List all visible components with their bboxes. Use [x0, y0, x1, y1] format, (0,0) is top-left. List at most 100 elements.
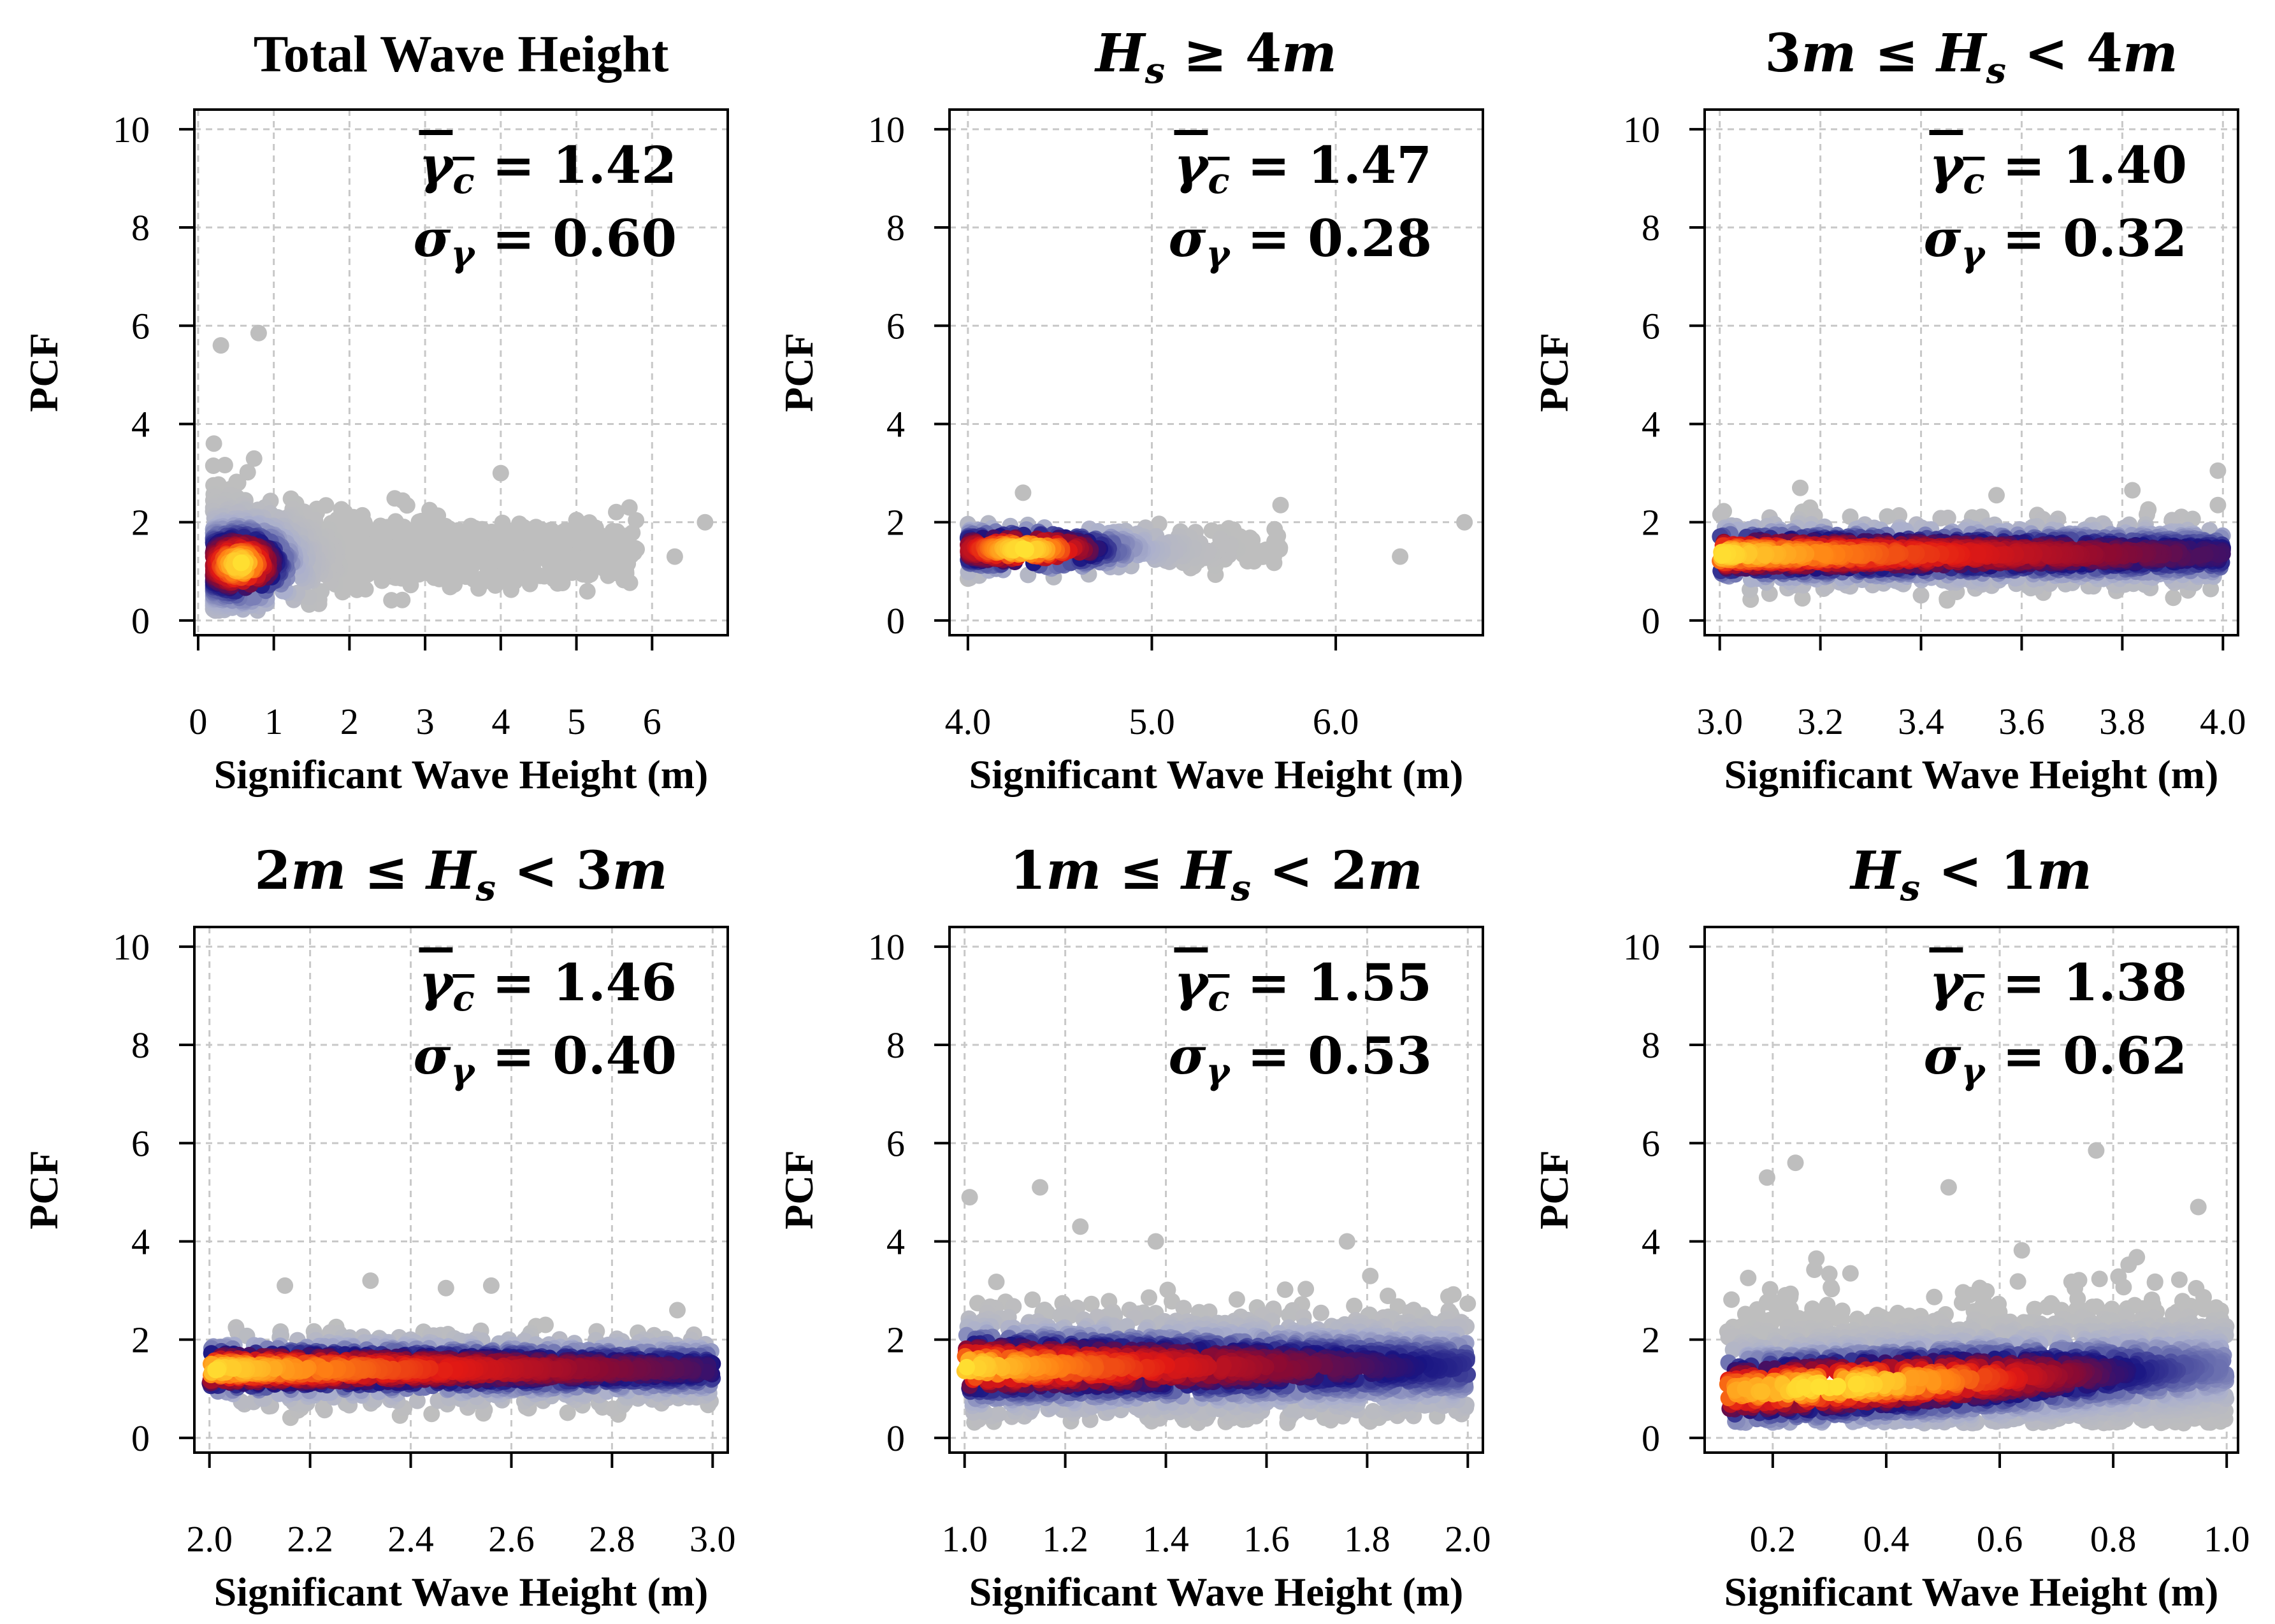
data-point — [1392, 548, 1409, 565]
data-point — [621, 499, 638, 516]
data-point — [212, 337, 229, 354]
x-tick-label: 0 — [189, 701, 207, 742]
x-tick-label: 4 — [491, 701, 510, 742]
x-tick-label: 4.0 — [2200, 701, 2246, 742]
y-tick-label: 6 — [886, 305, 905, 347]
plot-frame — [948, 108, 1484, 636]
data-point — [383, 592, 400, 609]
data-point — [2209, 496, 2227, 514]
data-point — [250, 324, 267, 341]
data-point — [2124, 482, 2141, 499]
x-tick-label: 4.0 — [945, 701, 992, 742]
x-tick-label: 6 — [643, 701, 661, 742]
data-point — [437, 1362, 453, 1379]
x-axis-label: Significant Wave Height (m) — [214, 752, 709, 797]
data-point — [568, 512, 585, 529]
y-tick-label: 2 — [1642, 502, 1660, 543]
y-tick-label: 10 — [1623, 109, 1660, 150]
data-point — [1988, 487, 2005, 504]
sd-statistic: σγ = 0.32 — [1923, 208, 2187, 275]
x-tick-label: 3 — [416, 701, 435, 742]
mean-statistic: γc = 1.40 — [1930, 135, 2188, 202]
panel-title: 3m ≤ Hs < 4m — [1765, 23, 2178, 92]
data-point — [245, 450, 263, 467]
sd-statistic: σγ = 0.60 — [413, 208, 677, 275]
mean-statistic: γc = 1.47 — [1174, 135, 1433, 202]
y-tick-label: 10 — [113, 109, 150, 150]
y-tick-label: 4 — [886, 403, 905, 445]
y-tick-label: 8 — [1642, 207, 1660, 248]
data-point — [2165, 589, 2182, 607]
x-tick-label: 2 — [340, 701, 359, 742]
y-axis-label: PCF — [21, 333, 66, 412]
data-point — [362, 1272, 379, 1290]
data-point — [423, 1405, 440, 1423]
data-point — [1015, 484, 1032, 501]
x-tick-label: 3.8 — [2099, 701, 2146, 742]
mean-statistic: γc = 1.42 — [419, 135, 677, 202]
data-point — [1814, 545, 1831, 563]
y-tick-label: 4 — [131, 403, 150, 445]
x-tick-label: 5 — [567, 701, 586, 742]
data-point — [666, 548, 683, 565]
x-tick-label: 6.0 — [1313, 701, 1359, 742]
y-axis-label: PCF — [776, 333, 821, 412]
scatter-points — [201, 1272, 721, 1426]
data-point — [317, 1361, 334, 1378]
data-point — [1015, 541, 1032, 558]
data-point — [1272, 496, 1289, 514]
data-point — [1886, 546, 1903, 563]
data-point — [1842, 508, 1859, 525]
data-point — [1715, 546, 1731, 563]
x-tick-label: 3.0 — [1696, 701, 1743, 742]
data-point — [579, 583, 596, 600]
y-tick-label: 10 — [868, 109, 905, 150]
sd-statistic: σγ = 0.28 — [1168, 208, 1432, 275]
x-tick-label: 3.6 — [1998, 701, 2045, 742]
x-axis-label: Significant Wave Height (m) — [969, 752, 1464, 797]
y-tick-label: 6 — [1642, 305, 1660, 347]
panel-title: Hs ≥ 4m — [1094, 23, 1337, 92]
scatter-points — [959, 484, 1473, 587]
data-point — [669, 1302, 686, 1319]
panel-title: Total Wave Height — [254, 25, 669, 83]
data-point — [1792, 479, 1809, 496]
plot-frame — [193, 108, 729, 636]
x-tick-label: 1 — [264, 701, 283, 742]
y-tick-label: 0 — [1642, 600, 1660, 642]
data-point — [1932, 510, 1949, 527]
data-point — [608, 503, 625, 521]
x-tick-label: 5.0 — [1129, 701, 1175, 742]
data-point — [205, 435, 222, 452]
data-point — [559, 1404, 576, 1421]
data-point — [1712, 506, 1729, 523]
data-point — [1970, 546, 1987, 563]
data-point — [1456, 514, 1473, 531]
data-point — [1912, 587, 1930, 604]
y-tick-label: 8 — [131, 207, 150, 248]
x-axis-label: Significant Wave Height (m) — [1724, 752, 2219, 797]
data-point — [1879, 508, 1896, 525]
data-point — [408, 1392, 426, 1409]
data-point — [437, 1279, 454, 1297]
data-point — [239, 464, 256, 481]
y-tick-label: 0 — [131, 600, 150, 642]
data-point — [1891, 507, 1908, 524]
data-point — [277, 1277, 294, 1294]
data-point — [1756, 546, 1772, 563]
data-point — [1794, 590, 1811, 607]
data-point — [2209, 462, 2227, 479]
y-axis-label: PCF — [1531, 333, 1577, 412]
data-point — [697, 514, 714, 531]
plot-frame — [1703, 108, 2239, 636]
data-point — [1150, 515, 1167, 533]
x-tick-label: 3.2 — [1797, 701, 1844, 742]
data-point — [2202, 580, 2220, 598]
y-tick-label: 8 — [886, 207, 905, 248]
data-point — [482, 1277, 500, 1294]
scatter-points — [205, 324, 714, 619]
